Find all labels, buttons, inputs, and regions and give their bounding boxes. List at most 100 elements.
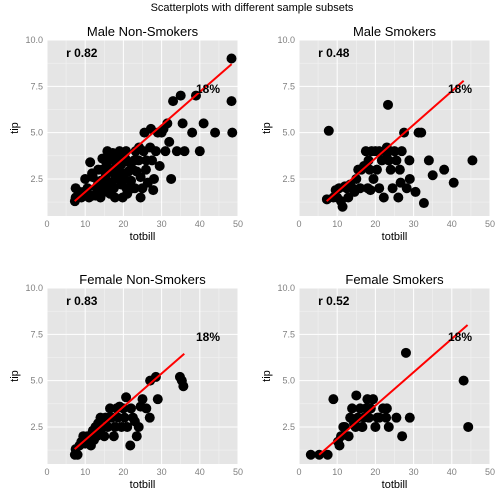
- x-tick-label: 0: [44, 219, 49, 229]
- data-point: [400, 347, 411, 358]
- panel-1: 0 10 20 30 40 50 2.5 5.0 7.5 10.0 Male Non-Smokers…: [9, 24, 243, 243]
- x-tick-label: 40: [195, 219, 205, 229]
- x-axis-label: totbill: [130, 231, 156, 243]
- data-point: [113, 149, 124, 160]
- data-point: [418, 198, 429, 209]
- data-point: [179, 146, 190, 157]
- x-tick-label: 40: [447, 467, 457, 477]
- x-tick-label: 10: [332, 467, 342, 477]
- data-point: [102, 146, 113, 157]
- data-point: [328, 394, 339, 405]
- data-point: [135, 192, 146, 203]
- y-tick-label: 10.0: [25, 283, 43, 293]
- data-point: [226, 96, 237, 107]
- data-point: [102, 421, 113, 432]
- data-point: [87, 168, 98, 179]
- panel-title: Male Smokers: [353, 24, 437, 39]
- y-tick-label: 7.5: [282, 81, 295, 91]
- data-point: [154, 160, 165, 171]
- data-point: [337, 201, 348, 212]
- data-point: [427, 170, 438, 181]
- fit-line: [74, 353, 185, 450]
- data-point: [368, 173, 379, 184]
- data-point: [210, 127, 221, 138]
- data-point: [122, 421, 133, 432]
- data-point: [397, 431, 408, 442]
- data-point: [387, 183, 398, 194]
- data-point: [383, 155, 394, 166]
- data-point: [175, 90, 186, 101]
- data-point: [103, 155, 114, 166]
- y-tick-label: 2.5: [30, 422, 43, 432]
- data-point: [322, 449, 333, 460]
- x-axis-label: totbill: [382, 231, 408, 243]
- data-point: [404, 412, 415, 423]
- x-tick-label: 50: [233, 467, 243, 477]
- data-point: [194, 146, 205, 157]
- data-point: [376, 155, 387, 166]
- data-point: [365, 185, 376, 196]
- data-point: [404, 173, 415, 184]
- y-axis-label: tip: [9, 122, 21, 134]
- y-tick-label: 5.0: [282, 128, 295, 138]
- x-tick-label: 0: [296, 467, 301, 477]
- data-point: [227, 127, 238, 138]
- data-point: [109, 192, 120, 203]
- data-point: [393, 192, 404, 203]
- x-tick-label: 0: [44, 467, 49, 477]
- data-point: [160, 146, 171, 157]
- panel-title: Female Smokers: [345, 272, 444, 287]
- data-point: [305, 449, 316, 460]
- y-tick-label: 10.0: [277, 35, 295, 45]
- data-point: [168, 96, 179, 107]
- data-point: [396, 146, 407, 157]
- data-point: [85, 157, 96, 168]
- panel-4: 0 10 20 30 40 50 2.5 5.0 7.5 10.0 Female Smokers r …: [261, 272, 495, 491]
- x-axis-label: totbill: [382, 479, 408, 491]
- x-tick-label: 10: [80, 219, 90, 229]
- data-point: [80, 173, 91, 184]
- x-tick-label: 10: [80, 467, 90, 477]
- fit-line: [318, 324, 469, 456]
- data-point: [371, 164, 382, 175]
- data-point: [131, 431, 142, 442]
- data-point: [374, 412, 385, 423]
- data-point: [404, 155, 415, 166]
- data-point: [226, 53, 237, 64]
- data-point: [140, 164, 151, 175]
- y-tick-label: 2.5: [30, 174, 43, 184]
- x-tick-label: 30: [409, 219, 419, 229]
- figure-title: Scatterplots with different sample subse…: [151, 2, 354, 14]
- x-tick-label: 20: [118, 219, 128, 229]
- x-tick-label: 20: [118, 467, 128, 477]
- panel-3: 0 10 20 30 40 50 2.5 5.0 7.5 10.0 Female Non-Smoke…: [9, 272, 243, 491]
- data-point: [121, 392, 132, 403]
- y-tick-label: 10.0: [277, 283, 295, 293]
- data-point: [99, 431, 110, 442]
- data-point: [382, 148, 393, 159]
- data-point: [72, 449, 83, 460]
- data-point: [178, 381, 189, 392]
- x-tick-label: 50: [485, 219, 495, 229]
- data-point: [148, 173, 159, 184]
- y-tick-label: 2.5: [282, 422, 295, 432]
- panel-title: Male Non-Smokers: [87, 24, 199, 39]
- data-point: [385, 164, 396, 175]
- correlation-label: r 0.82: [66, 46, 98, 60]
- data-point: [152, 394, 163, 405]
- data-point: [467, 155, 478, 166]
- y-tick-label: 5.0: [282, 376, 295, 386]
- data-point: [119, 412, 130, 423]
- data-point: [141, 155, 152, 166]
- x-tick-label: 30: [157, 219, 167, 229]
- data-point: [334, 440, 345, 451]
- data-point: [135, 172, 146, 183]
- data-point: [370, 421, 381, 432]
- x-axis-label: totbill: [130, 479, 156, 491]
- data-point: [166, 173, 177, 184]
- x-tick-label: 20: [370, 219, 380, 229]
- data-point: [395, 177, 406, 188]
- data-point: [374, 183, 385, 194]
- data-point: [410, 186, 421, 197]
